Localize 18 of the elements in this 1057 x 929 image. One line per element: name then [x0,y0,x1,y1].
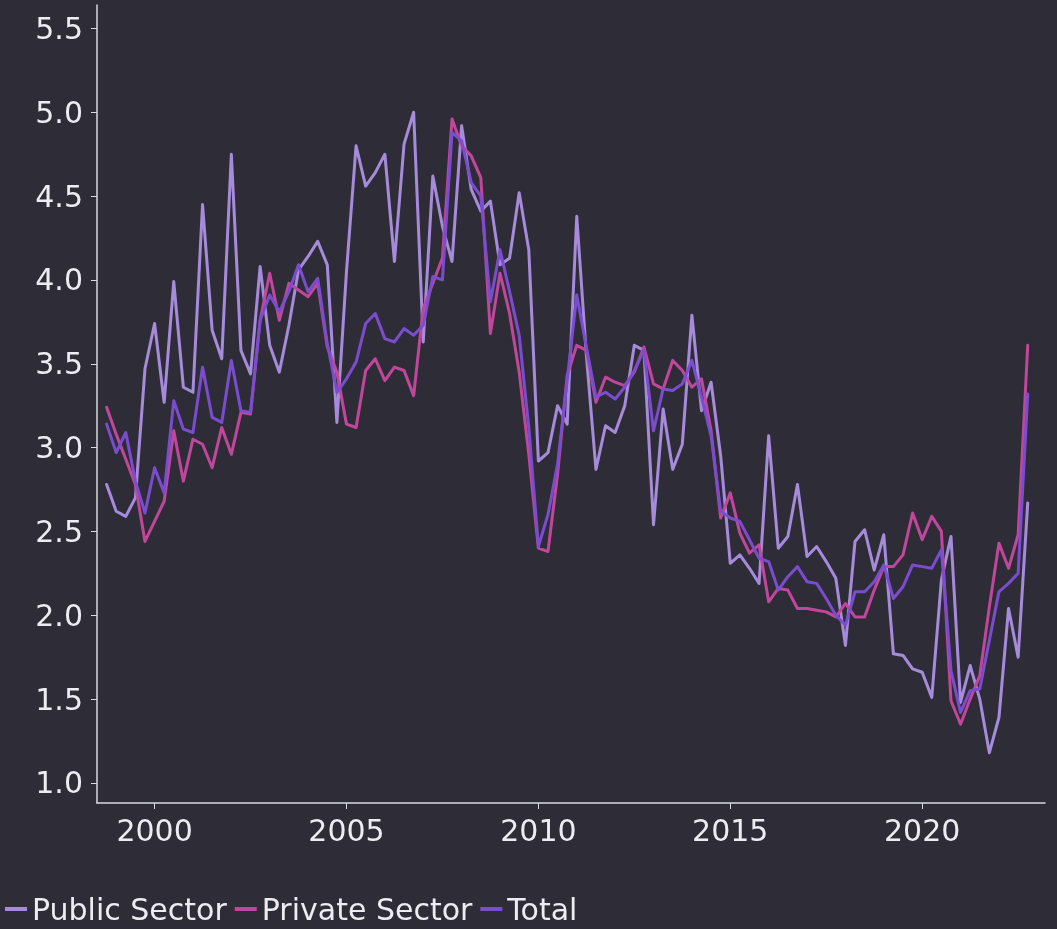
x-tick-label: 2010 [500,812,577,848]
y-tick-label: 1.0 [35,765,83,801]
y-tick-label: 4.0 [35,262,83,298]
x-tick-label: 2005 [308,812,385,848]
y-tick-label: 3.5 [35,346,83,382]
x-tick-label: 2020 [884,812,961,848]
y-tick-label: 4.5 [35,178,83,214]
y-tick-label: 5.5 [35,10,83,46]
legend-label: Total [506,891,578,927]
y-tick-label: 1.5 [35,681,83,717]
y-tick-label: 3.0 [35,430,83,466]
legend-label: Public Sector [32,891,228,927]
x-tick-label: 2000 [116,812,193,848]
y-tick-label: 2.0 [35,597,83,633]
x-tick-label: 2015 [692,812,769,848]
y-tick-label: 2.5 [35,513,83,549]
y-tick-label: 5.0 [35,94,83,130]
legend-label: Private Sector [261,891,473,927]
